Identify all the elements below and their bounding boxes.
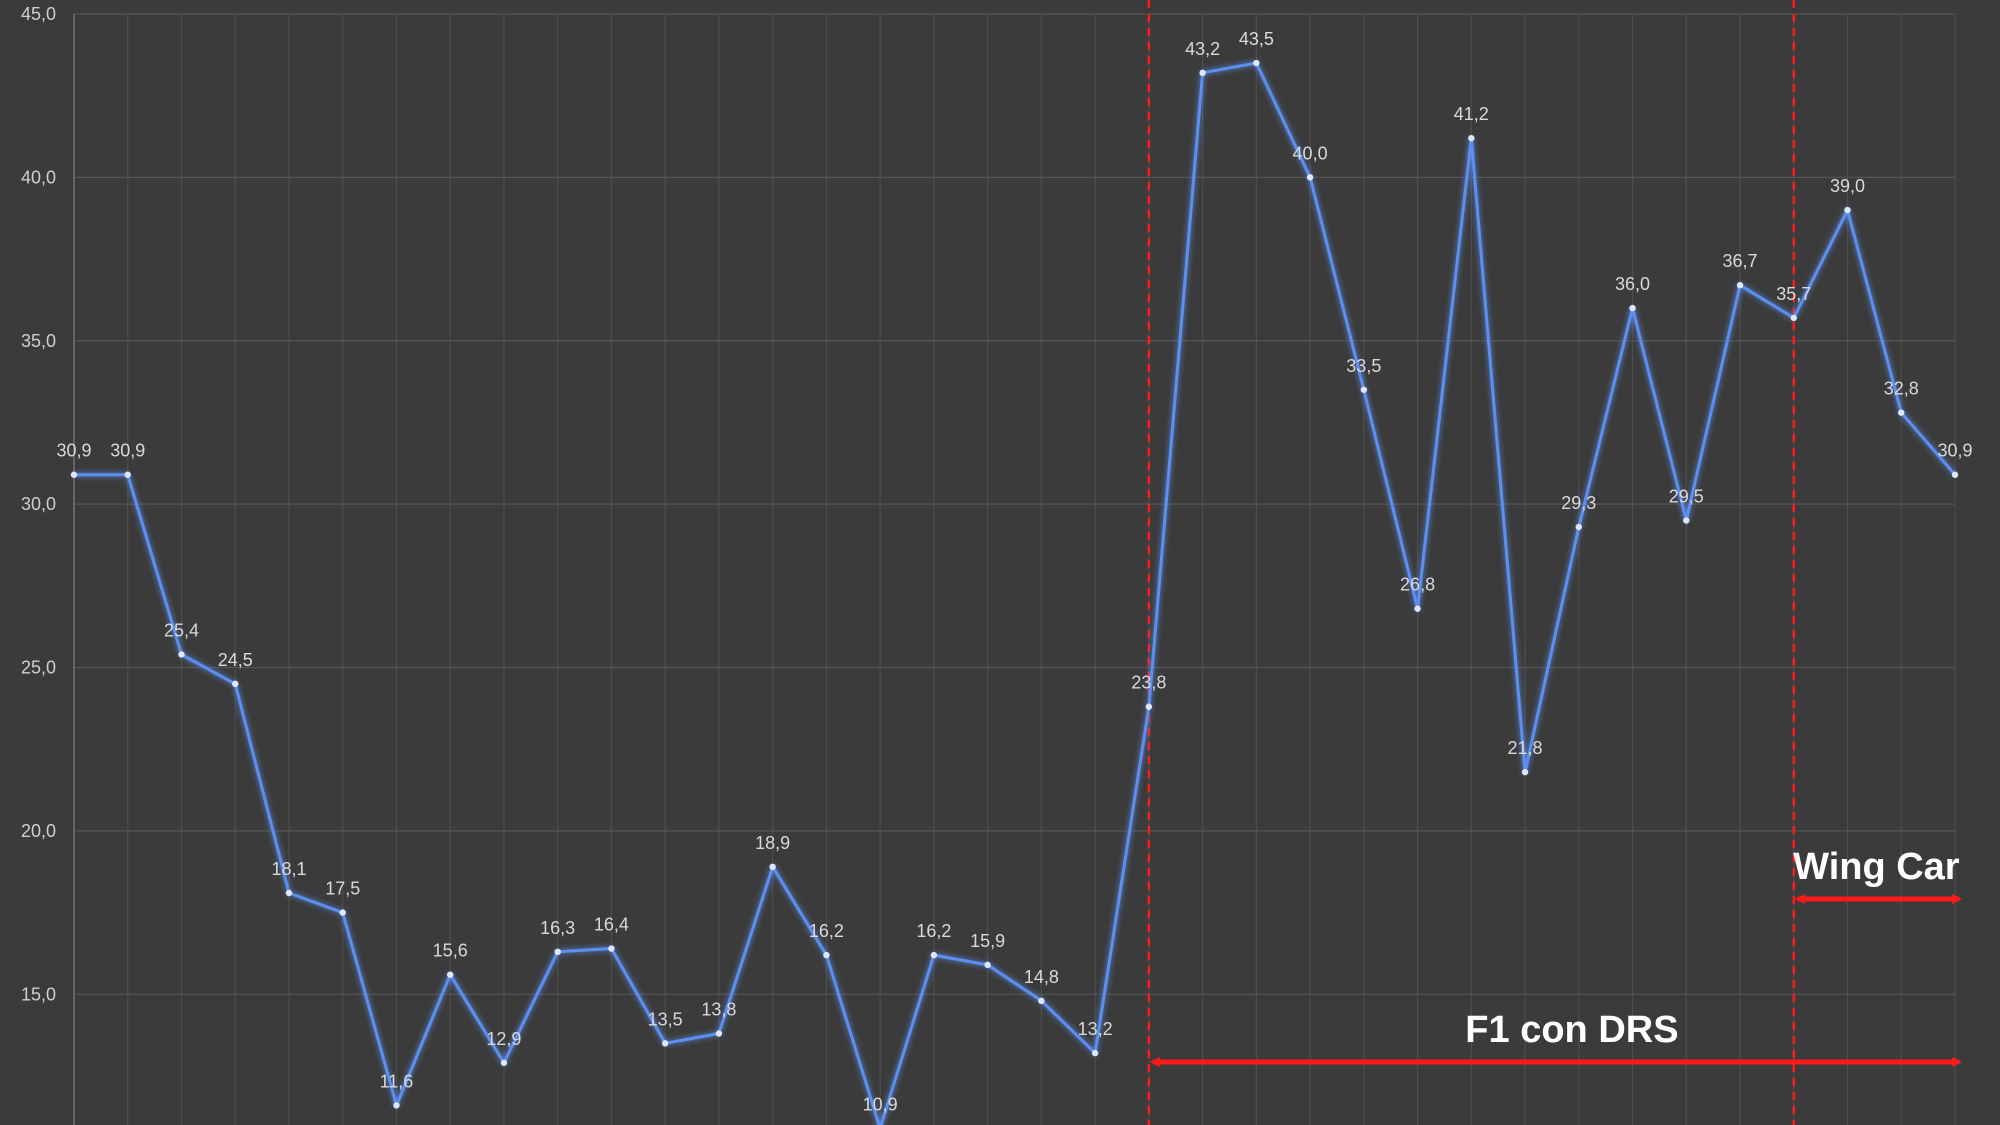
data-point [1629, 304, 1636, 312]
data-label: 40,0 [1293, 143, 1328, 163]
data-label: 26,8 [1400, 575, 1435, 595]
data-point [984, 961, 991, 969]
data-point [930, 951, 938, 959]
data-label: 16,2 [809, 921, 844, 941]
data-label: 41,2 [1454, 104, 1489, 124]
y-tick-label: 35,0 [21, 331, 56, 351]
data-label: 25,4 [164, 620, 199, 640]
data-point [1521, 768, 1529, 776]
data-point [1199, 69, 1206, 77]
data-point [554, 948, 561, 956]
data-label: 17,5 [325, 879, 360, 899]
y-tick-label: 20,0 [21, 821, 56, 841]
data-point [1414, 605, 1421, 612]
data-label: 21,8 [1508, 738, 1543, 758]
data-point [1306, 174, 1314, 181]
y-tick-label: 45,0 [21, 4, 56, 24]
y-tick-label: 15,0 [21, 984, 56, 1004]
data-point [1575, 523, 1583, 531]
data-point [1736, 282, 1744, 289]
data-label: 13,2 [1078, 1019, 1113, 1039]
data-point [1091, 1049, 1099, 1057]
data-label: 36,0 [1615, 274, 1650, 294]
data-point [823, 951, 830, 959]
data-point [608, 945, 615, 952]
data-label: 16,4 [594, 915, 629, 935]
data-label: 29,5 [1669, 486, 1704, 506]
data-label: 12,9 [486, 1029, 521, 1049]
data-label: 16,2 [916, 921, 951, 941]
data-point [1253, 59, 1260, 67]
drs-region-label: F1 con DRS [1465, 1009, 1678, 1051]
data-point [1468, 134, 1475, 142]
data-label: 24,5 [218, 650, 253, 670]
y-tick-label: 30,0 [21, 494, 56, 514]
data-label: 18,9 [755, 833, 790, 853]
data-point [500, 1059, 508, 1067]
data-point [1360, 386, 1368, 393]
axis-layer: 15,0 20,0 25,0 30,0 35,0 40,0 45,0 [21, 4, 75, 1125]
data-label: 30,9 [110, 441, 145, 461]
data-label: 30,9 [1937, 441, 1972, 461]
data-point [178, 651, 185, 658]
data-point [769, 863, 776, 871]
label-layer: 30,9 30,9 25,4 24,5 18,1 17,5 11,6 15,6 12,9 16,3… [56, 29, 1972, 1114]
data-point [232, 680, 239, 688]
data-point [1145, 703, 1153, 710]
data-label: 36,7 [1723, 251, 1758, 271]
data-point [661, 1040, 669, 1047]
data-label: 32,8 [1884, 379, 1919, 399]
data-label: 10,9 [863, 1094, 898, 1114]
data-point [1844, 206, 1851, 214]
series-line [74, 61, 1957, 1125]
data-label: 35,7 [1776, 284, 1811, 304]
data-label: 13,5 [648, 1009, 683, 1029]
data-label: 18,1 [271, 859, 306, 879]
y-tick-label: 40,0 [21, 167, 56, 187]
data-label: 43,2 [1185, 39, 1220, 59]
data-label: 13,8 [701, 1000, 736, 1020]
data-point [715, 1030, 723, 1037]
data-point [339, 909, 346, 916]
data-point [70, 471, 78, 478]
data-label: 15,9 [970, 931, 1005, 951]
data-label: 39,0 [1830, 176, 1865, 196]
data-label: 14,8 [1024, 967, 1059, 987]
series-layer [70, 59, 1959, 1125]
data-point [1951, 471, 1959, 478]
data-point [1038, 997, 1045, 1005]
data-label: 43,5 [1239, 29, 1274, 49]
annotation-layer: F1 con DRS Wing Car [1147, 0, 1962, 1125]
data-label: 33,5 [1346, 356, 1381, 376]
data-label: 11,6 [380, 1071, 414, 1091]
data-label: 15,6 [433, 941, 468, 961]
data-point [393, 1102, 400, 1109]
y-tick-label: 25,0 [21, 658, 56, 678]
data-point [447, 971, 454, 978]
data-label: 30,9 [56, 441, 91, 461]
data-label: 16,3 [540, 918, 575, 938]
data-point [1898, 409, 1905, 416]
data-point [1683, 517, 1690, 524]
data-point [1790, 314, 1797, 322]
data-label: 23,8 [1131, 673, 1166, 693]
wing-car-region-label: Wing Car [1793, 846, 1960, 888]
data-label: 29,3 [1561, 493, 1596, 513]
data-point [285, 889, 293, 897]
data-point [124, 471, 131, 478]
